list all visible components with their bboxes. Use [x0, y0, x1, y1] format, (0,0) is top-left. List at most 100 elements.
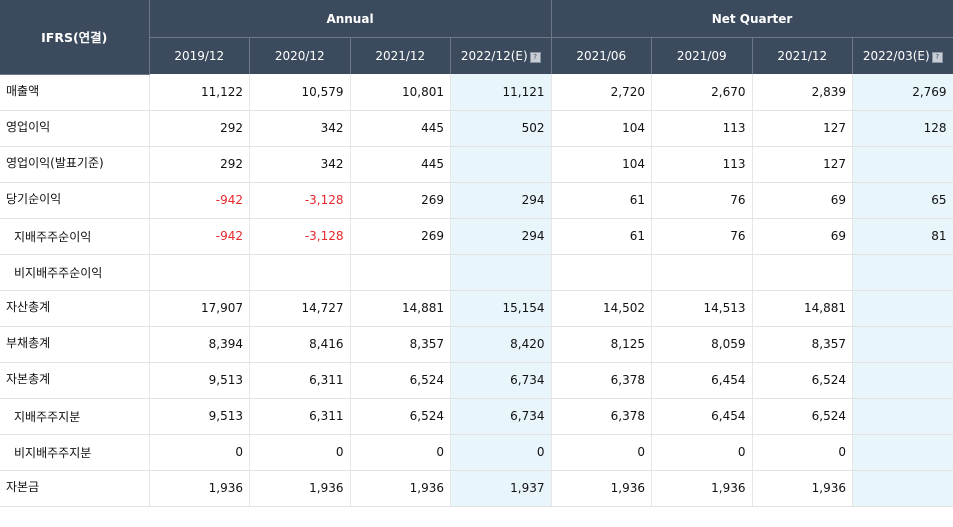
table-cell: 8,416 [249, 326, 351, 363]
table-cell: 65 [852, 182, 953, 219]
table-cell: 81 [852, 218, 953, 255]
table-cell: 14,513 [651, 290, 753, 327]
row-label: 영업이익(발표기준) [0, 146, 150, 183]
table-cell: 2,839 [752, 74, 854, 111]
table-cell: 8,125 [551, 326, 653, 363]
row-label: 부채총계 [0, 326, 150, 363]
table-cell: 76 [651, 182, 753, 219]
table-cell: 10,579 [249, 74, 351, 111]
table-cell: 6,378 [551, 362, 653, 399]
table-cell: 2,720 [551, 74, 653, 111]
table-cell: -942 [149, 218, 250, 255]
row-label: 자본총계 [0, 362, 150, 399]
table-cell: 6,454 [651, 362, 753, 399]
table-cell: 292 [149, 146, 250, 183]
table-row: 비지배주주지분 0 0 0 0 0 0 0 [0, 434, 953, 471]
period-label: 2021/12 [777, 49, 828, 63]
period-label: 2020/12 [274, 49, 325, 63]
table-cell [852, 326, 953, 363]
table-cell: 15,154 [450, 290, 552, 327]
table-cell: 2,769 [852, 74, 953, 111]
table-cell: 6,524 [350, 362, 451, 399]
table-row: 비지배주주순이익 [0, 254, 953, 291]
table-cell: 294 [450, 218, 552, 255]
table-cell [852, 470, 953, 507]
table-row: 영업이익 292 342 445 502 104 113 127 128 [0, 110, 953, 147]
table-row: 자본총계 9,513 6,311 6,524 6,734 6,378 6,454 6,524 [0, 362, 953, 399]
row-label: 매출액 [0, 74, 150, 111]
table-cell: 445 [350, 146, 451, 183]
table-cell: 17,907 [149, 290, 250, 327]
table-cell [852, 146, 953, 183]
table-cell: -3,128 [249, 182, 351, 219]
table-cell [852, 254, 953, 291]
period-label: 2021/12 [375, 49, 426, 63]
table-cell: 0 [651, 434, 753, 471]
table-cell: 61 [551, 182, 653, 219]
period-label: 2021/09 [676, 49, 727, 63]
period-header-5: 2021/09 [651, 37, 753, 74]
table-cell: 0 [752, 434, 854, 471]
table-cell: 1,936 [350, 470, 451, 507]
table-cell: 61 [551, 218, 653, 255]
table-cell: 1,937 [450, 470, 552, 507]
table-cell: 294 [450, 182, 552, 219]
table-cell: 1,936 [651, 470, 753, 507]
period-label: 2019/12 [174, 49, 225, 63]
table-cell: 8,357 [752, 326, 854, 363]
table-cell [350, 254, 451, 291]
table-cell [149, 254, 250, 291]
table-cell: 69 [752, 182, 854, 219]
table-cell: 0 [450, 434, 552, 471]
table-cell: 8,394 [149, 326, 250, 363]
period-header-3: 2022/12(E)? [450, 37, 552, 74]
table-cell: 113 [651, 110, 753, 147]
row-label: 지배주주순이익 [0, 218, 150, 255]
period-header-2: 2021/12 [350, 37, 451, 74]
table-cell [651, 254, 753, 291]
question-square-icon[interactable]: ? [931, 52, 943, 63]
table-cell: 127 [752, 110, 854, 147]
table-cell [852, 362, 953, 399]
financial-summary-table: IFRS(연결) Annual Net Quarter 2019/12 2020/… [0, 0, 953, 507]
table-row: 지배주주순이익 -942 -3,128 269 294 61 76 69 81 [0, 218, 953, 255]
table-cell: 6,454 [651, 398, 753, 435]
table-cell: 6,311 [249, 398, 351, 435]
quarter-group-header: Net Quarter [551, 0, 953, 38]
table-cell: 8,059 [651, 326, 753, 363]
table-cell: 11,121 [450, 74, 552, 111]
table-cell: 104 [551, 146, 653, 183]
period-label: 2022/12(E) [460, 49, 528, 63]
table-cell: 10,801 [350, 74, 451, 111]
table-cell: 14,727 [249, 290, 351, 327]
ifrs-header: IFRS(연결) [0, 0, 150, 75]
row-label: 비지배주주순이익 [0, 254, 150, 291]
table-cell: 128 [852, 110, 953, 147]
table-cell: 9,513 [149, 362, 250, 399]
table-cell: 0 [350, 434, 451, 471]
table-cell: 1,936 [149, 470, 250, 507]
table-cell: 8,357 [350, 326, 451, 363]
table-cell: 269 [350, 182, 451, 219]
table-cell: 14,502 [551, 290, 653, 327]
table-cell: 6,311 [249, 362, 351, 399]
table-cell: 1,936 [249, 470, 351, 507]
table-cell: 6,734 [450, 398, 552, 435]
table-cell: 1,936 [551, 470, 653, 507]
table-cell: 76 [651, 218, 753, 255]
period-header-4: 2021/06 [551, 37, 653, 74]
table-cell: 69 [752, 218, 854, 255]
table-cell [752, 254, 854, 291]
table-cell: 342 [249, 146, 351, 183]
table-cell: 113 [651, 146, 753, 183]
row-label: 당기순이익 [0, 182, 150, 219]
table-cell: 2,670 [651, 74, 753, 111]
table-cell [450, 146, 552, 183]
table-cell: 269 [350, 218, 451, 255]
table-cell [852, 290, 953, 327]
table-cell: 0 [149, 434, 250, 471]
annual-group-header: Annual [149, 0, 552, 38]
question-square-icon[interactable]: ? [529, 52, 541, 63]
period-label: 2022/03(E) [862, 49, 930, 63]
table-cell: 11,122 [149, 74, 250, 111]
